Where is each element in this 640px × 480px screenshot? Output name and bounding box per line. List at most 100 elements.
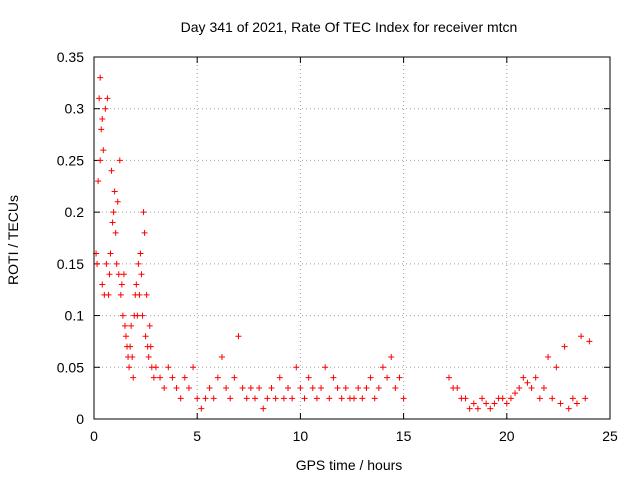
- data-point: [141, 229, 148, 236]
- data-point: [499, 395, 506, 402]
- data-point: [479, 395, 486, 402]
- data-point: [146, 322, 153, 329]
- data-point: [198, 405, 205, 412]
- data-point: [185, 384, 192, 391]
- data-point: [190, 364, 197, 371]
- data-point: [115, 271, 122, 278]
- data-point: [152, 364, 159, 371]
- data-point: [264, 395, 271, 402]
- data-point: [136, 291, 143, 298]
- data-point: [466, 405, 473, 412]
- data-points: [93, 74, 593, 412]
- data-point: [268, 384, 275, 391]
- data-point: [227, 395, 234, 402]
- data-point: [251, 395, 258, 402]
- data-point: [470, 400, 477, 407]
- data-point: [507, 395, 514, 402]
- data-point: [322, 364, 329, 371]
- data-point: [524, 379, 531, 386]
- y-tick-label: 0.3: [65, 101, 85, 117]
- data-point: [239, 384, 246, 391]
- data-point: [119, 312, 126, 319]
- data-point: [280, 395, 287, 402]
- data-point: [243, 395, 250, 402]
- data-point: [400, 395, 407, 402]
- data-point: [297, 384, 304, 391]
- data-point: [446, 374, 453, 381]
- data-point: [108, 167, 115, 174]
- data-point: [569, 395, 576, 402]
- x-tick-label: 15: [396, 428, 412, 444]
- data-point: [111, 188, 118, 195]
- data-point: [285, 384, 292, 391]
- data-point: [309, 384, 316, 391]
- data-point: [367, 374, 374, 381]
- data-point: [98, 126, 105, 133]
- data-point: [118, 281, 125, 288]
- y-tick-label: 0.25: [57, 152, 84, 168]
- data-point: [96, 95, 103, 102]
- data-point: [549, 395, 556, 402]
- x-tick-label: 5: [193, 428, 201, 444]
- data-point: [110, 209, 117, 216]
- data-point: [474, 405, 481, 412]
- y-tick-label: 0: [76, 411, 84, 427]
- grid: [94, 57, 610, 419]
- data-point: [106, 271, 113, 278]
- data-point: [540, 384, 547, 391]
- data-point: [122, 333, 129, 340]
- data-point: [536, 395, 543, 402]
- data-point: [137, 250, 144, 257]
- x-tick-label: 25: [602, 428, 618, 444]
- data-point: [210, 395, 217, 402]
- data-point: [586, 338, 593, 345]
- data-point: [133, 281, 140, 288]
- data-point: [99, 116, 106, 123]
- data-point: [102, 105, 109, 112]
- data-point: [218, 353, 225, 360]
- x-tick-label: 10: [293, 428, 309, 444]
- x-axis-title: GPS time / hours: [296, 457, 403, 473]
- data-point: [326, 395, 333, 402]
- data-point: [305, 374, 312, 381]
- data-point: [150, 374, 157, 381]
- data-point: [561, 343, 568, 350]
- data-point: [342, 384, 349, 391]
- data-point: [528, 384, 535, 391]
- data-point: [103, 260, 110, 267]
- data-point: [94, 260, 101, 267]
- y-tick-label: 0.2: [65, 204, 85, 220]
- data-point: [177, 395, 184, 402]
- chart-title: Day 341 of 2021, Rate Of TEC Index for r…: [181, 19, 518, 35]
- axis-ticks: 0 5 10 15 20 25 0 0.05 0.1 0.15 0.2 0.25 0.3 0.35: [57, 49, 618, 444]
- data-point: [388, 353, 395, 360]
- data-point: [503, 400, 510, 407]
- data-point: [330, 374, 337, 381]
- data-point: [129, 353, 136, 360]
- data-point: [97, 74, 104, 81]
- data-point: [134, 312, 141, 319]
- data-point: [392, 384, 399, 391]
- y-tick-label: 0.35: [57, 49, 84, 65]
- plot-frame: [93, 56, 611, 420]
- data-point: [140, 209, 147, 216]
- data-point: [112, 229, 119, 236]
- data-point: [121, 322, 128, 329]
- data-point: [289, 395, 296, 402]
- data-point: [169, 374, 176, 381]
- data-point: [363, 384, 370, 391]
- y-tick-label: 0.1: [65, 308, 85, 324]
- data-point: [359, 395, 366, 402]
- data-point: [157, 374, 164, 381]
- data-point: [143, 291, 150, 298]
- data-point: [351, 395, 358, 402]
- data-point: [128, 322, 135, 329]
- data-point: [161, 384, 168, 391]
- data-point: [138, 271, 145, 278]
- data-point: [130, 374, 137, 381]
- data-point: [105, 291, 112, 298]
- data-point: [235, 333, 242, 340]
- data-point: [313, 395, 320, 402]
- data-point: [126, 364, 133, 371]
